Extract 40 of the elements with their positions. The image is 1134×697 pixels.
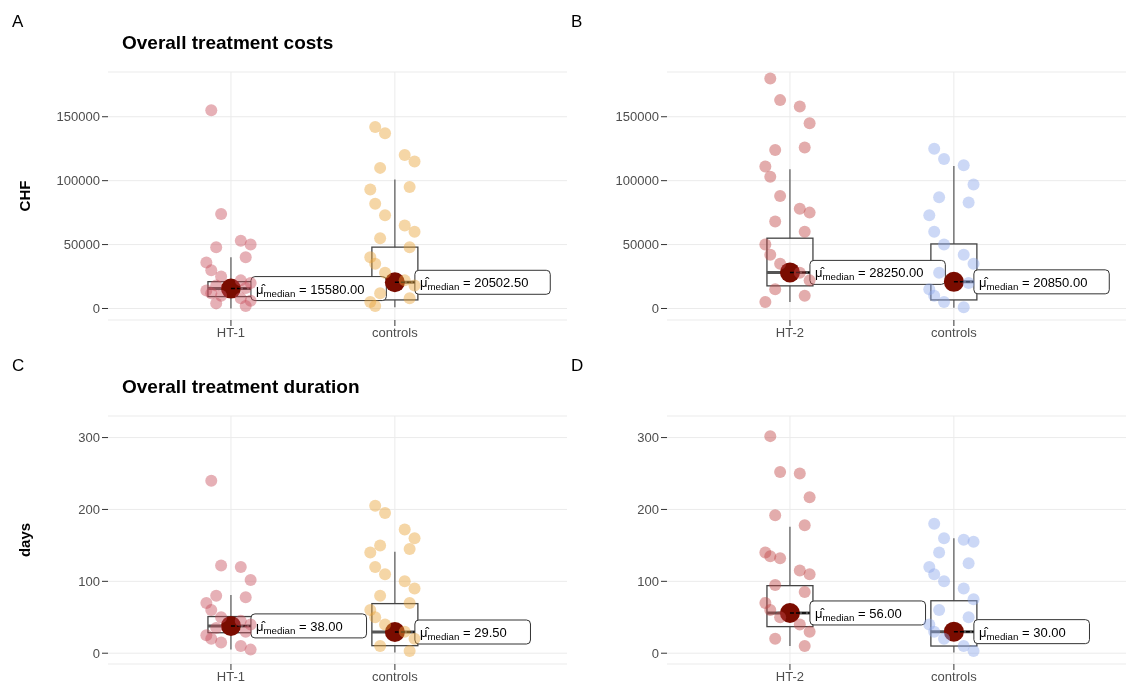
y-tick-label: 100000	[615, 173, 659, 189]
text: C	[12, 356, 25, 376]
text: A	[12, 12, 24, 32]
x-tick-label: controls	[931, 669, 978, 685]
annotation: μ̂$_{median}$ = 29.50	[419, 625, 507, 643]
annotation: μ̂$_{median}$ = 38.00	[255, 618, 343, 636]
y-tick-label: 50000	[622, 237, 659, 253]
y-tick-label: 100	[78, 573, 100, 589]
text: D	[571, 356, 584, 376]
y-tick-label: 300	[78, 430, 100, 446]
annotation: μ̂$_{median}$ = 56.00	[814, 605, 902, 623]
y-tick-label: 0	[651, 645, 659, 661]
x-tick-label: HT-2	[775, 669, 805, 685]
y-tick-label: 150000	[615, 109, 659, 125]
y-tick-label: 300	[637, 430, 659, 446]
y-tick-label: 100	[637, 573, 659, 589]
y-tick-label: 0	[92, 301, 100, 317]
x-tick-label: HT-1	[216, 325, 246, 341]
y-tick-label: 150000	[56, 109, 100, 125]
chart-title: Overall treatment costs	[122, 32, 334, 54]
annotation: μ̂$_{median}$ = 20850.00	[978, 274, 1088, 292]
x-tick-label: controls	[372, 325, 419, 341]
x-tick-label: controls	[372, 669, 419, 685]
chart-title: Overall treatment duration	[122, 376, 360, 398]
y-tick-label: 50000	[63, 237, 100, 253]
annotation: μ̂$_{median}$ = 20502.50	[419, 275, 529, 293]
x-tick-label: HT-1	[216, 669, 246, 685]
y-axis-title: days	[15, 522, 33, 558]
x-tick-label: HT-2	[775, 325, 805, 341]
y-tick-label: 100000	[56, 173, 100, 189]
text: B	[571, 12, 583, 32]
y-tick-label: 200	[78, 502, 100, 518]
y-axis-title: CHF	[15, 180, 33, 212]
annotation: μ̂$_{median}$ = 15580.00	[255, 281, 365, 299]
x-tick-label: controls	[931, 325, 978, 341]
y-tick-label: 0	[92, 645, 100, 661]
y-tick-label: 200	[637, 502, 659, 518]
annotation: μ̂$_{median}$ = 30.00	[978, 624, 1066, 642]
y-tick-label: 0	[651, 301, 659, 317]
annotation: μ̂$_{median}$ = 28250.00	[814, 265, 924, 283]
